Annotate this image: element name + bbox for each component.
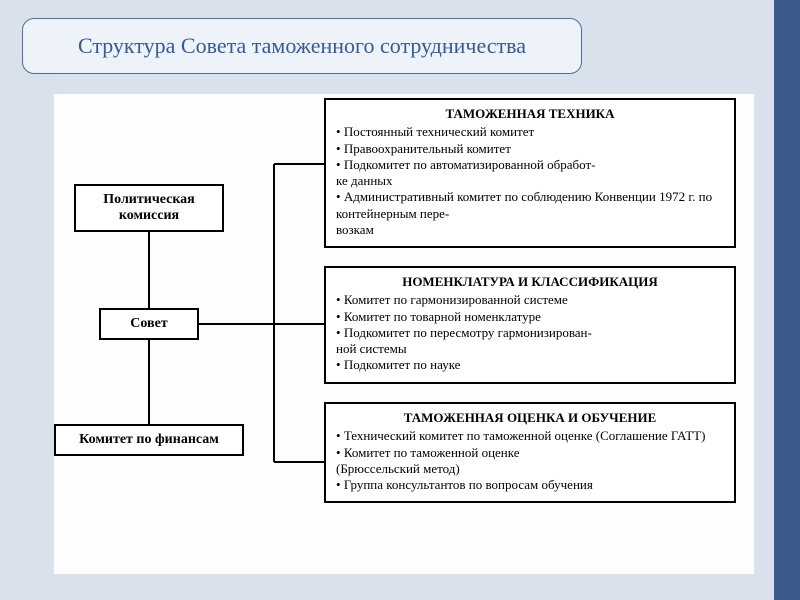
slide-title: Структура Совета таможенного сотрудничес… — [78, 33, 526, 59]
info-box-list: Технический комитет по таможенной оценке… — [336, 428, 724, 493]
list-item: Группа консультантов по вопросам обучени… — [336, 477, 724, 493]
info-box-list: Комитет по гармонизированной системеКоми… — [336, 292, 724, 373]
list-item: Правоохранительный комитет — [336, 141, 724, 157]
info-box-customs-technique: ТАМОЖЕННАЯ ТЕХНИКА Постоянный технически… — [324, 98, 736, 248]
list-item: Подкомитет по автоматизированной обработ… — [336, 157, 724, 190]
info-box-title: ТАМОЖЕННАЯ ТЕХНИКА — [336, 106, 724, 122]
info-box-list: Постоянный технический комитетПравоохран… — [336, 124, 724, 238]
list-item: Постоянный технический комитет — [336, 124, 724, 140]
list-item: Комитет по гармонизированной системе — [336, 292, 724, 308]
slide-sidebar — [774, 0, 800, 600]
list-item: Комитет по товарной номенклатуре — [336, 309, 724, 325]
list-item: Подкомитет по пересмотру гармонизирован-… — [336, 325, 724, 358]
node-label: Комитет по финансам — [79, 432, 219, 448]
info-box-title: НОМЕНКЛАТУРА И КЛАССИФИКАЦИЯ — [336, 274, 724, 290]
info-box-title: ТАМОЖЕННАЯ ОЦЕНКА И ОБУЧЕНИЕ — [336, 410, 724, 426]
slide-title-box: Структура Совета таможенного сотрудничес… — [22, 18, 582, 74]
list-item: Подкомитет по науке — [336, 357, 724, 373]
list-item: Технический комитет по таможенной оценке… — [336, 428, 724, 444]
node-council: Совет — [99, 308, 199, 340]
node-label: Совет — [130, 316, 167, 332]
node-political-commission: Политическаякомиссия — [74, 184, 224, 232]
node-finance-committee: Комитет по финансам — [54, 424, 244, 456]
info-box-nomenclature: НОМЕНКЛАТУРА И КЛАССИФИКАЦИЯ Комитет по … — [324, 266, 736, 384]
diagram-canvas: Политическаякомиссия Совет Комитет по фи… — [54, 94, 754, 574]
node-label: Политическаякомиссия — [103, 192, 195, 224]
info-box-valuation-training: ТАМОЖЕННАЯ ОЦЕНКА И ОБУЧЕНИЕ Технический… — [324, 402, 736, 503]
list-item: Административный комитет по соблюдению К… — [336, 189, 724, 238]
list-item: Комитет по таможенной оценке(Брюссельски… — [336, 445, 724, 478]
